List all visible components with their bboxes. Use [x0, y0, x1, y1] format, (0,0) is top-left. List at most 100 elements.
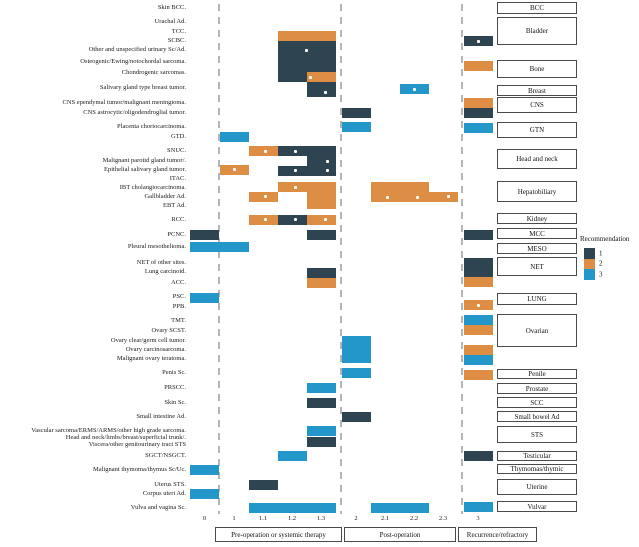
heatmap-cell	[306, 192, 336, 202]
heatmap-cell	[190, 242, 249, 252]
group-box: Bladder	[497, 17, 577, 45]
y-axis-row-label: Vulva and vagina Sc.	[130, 503, 186, 511]
heatmap-cell	[463, 369, 493, 380]
y-axis-row-label: Gallbladder Ad.	[144, 192, 186, 200]
heatmap-cell	[463, 61, 493, 71]
y-axis-row-label: PRSCC.	[164, 383, 186, 391]
y-axis-row-label: Uterus STS.	[154, 480, 186, 488]
significance-dot	[263, 194, 267, 198]
heatmap-cell	[341, 122, 371, 132]
y-axis-row-label: SGCT/NSGCT.	[145, 451, 186, 459]
significance-dot	[415, 195, 419, 199]
y-axis-row-label: Corpus uteri Ad.	[142, 489, 186, 497]
group-box: MESO	[497, 243, 577, 254]
heatmap-cell	[248, 503, 336, 513]
group-box: Uterine	[497, 479, 577, 495]
significance-dot	[325, 159, 329, 163]
x-axis-tick-label: 0	[202, 515, 207, 522]
heatmap-cell	[370, 182, 429, 192]
group-box: CNS	[497, 97, 577, 113]
y-axis-row-label: Ovary carcinosarcoma.	[125, 345, 186, 353]
heatmap-cell	[306, 397, 336, 408]
y-axis-row-label: Other and unspecified urinary Sc/Ad.	[88, 45, 186, 53]
group-box: LUNG	[497, 293, 577, 305]
y-axis-row-label: Malignant ovary teratoma.	[116, 354, 186, 362]
y-axis-row-label: Pleural mesothelioma.	[127, 242, 186, 250]
heatmap-cell	[306, 267, 336, 278]
y-axis-row-label: TMT.	[171, 316, 186, 324]
group-box: Small bowel Ad	[497, 411, 577, 422]
legend-item-label: 3	[599, 270, 603, 278]
y-axis-row-label: GTD.	[171, 132, 186, 140]
x-axis-tick-label: 2.1	[380, 515, 390, 522]
heatmap-cell	[306, 229, 336, 240]
significance-dot	[263, 149, 267, 153]
y-axis-row-label: Placenta choriocarcinoma.	[117, 122, 186, 130]
heatmap-cell	[370, 503, 429, 513]
heatmap-cell	[463, 122, 493, 133]
group-box: SCC	[497, 397, 577, 408]
group-box: Breast	[497, 85, 577, 96]
significance-dot	[293, 168, 297, 172]
x-axis-tick-label: 3	[476, 515, 480, 522]
heatmap-cell	[463, 257, 493, 277]
y-axis-row-label: Malignant thymoma/thymus Sc/Uc.	[93, 465, 186, 473]
y-axis-row-label: CNS astrocytic/oligodendroglial tumor.	[83, 108, 186, 116]
y-axis-row-label: PSC.	[172, 292, 186, 300]
y-axis-row-label: Malignant parotid gland tumor/.	[102, 156, 186, 164]
group-box: Penile	[497, 369, 577, 379]
phase-separator-line	[217, 4, 220, 514]
group-box: Testicular	[497, 451, 577, 461]
heatmap-cell	[463, 344, 493, 355]
y-axis-row-label: SNUC.	[167, 146, 186, 154]
group-box: Prostate	[497, 383, 577, 394]
heatmap-cell	[277, 31, 336, 41]
heatmap-cell	[341, 367, 371, 378]
group-box: Kidney	[497, 213, 577, 224]
significance-dot	[263, 217, 267, 221]
legend-item-label: 2	[599, 259, 603, 268]
heatmap-cell	[277, 165, 307, 176]
phase-box: Recurrence/refractory	[458, 527, 537, 542]
heatmap-cell	[248, 191, 278, 202]
y-axis-row-label: TCC.	[171, 27, 186, 35]
group-box: STS	[497, 426, 577, 443]
heatmap-cell	[306, 436, 336, 447]
heatmap-cell	[306, 82, 336, 97]
significance-dot	[304, 48, 308, 52]
heatmap-cell	[463, 98, 493, 108]
legend-swatch	[584, 258, 595, 269]
group-box: Ovarian	[497, 314, 577, 347]
heatmap-cell	[248, 146, 278, 156]
heatmap-cell	[341, 336, 371, 363]
heatmap-cell	[277, 214, 307, 225]
significance-dot	[476, 39, 480, 43]
heatmap-cell	[277, 182, 336, 192]
group-box: Bone	[497, 60, 577, 78]
heatmap-cell	[463, 502, 493, 512]
significance-dot	[325, 168, 329, 172]
y-axis-row-label: Urachal Ad.	[154, 17, 186, 25]
heatmap-cell	[190, 488, 219, 499]
y-axis-row-label: Ovary clear/germ cell tumor.	[110, 336, 186, 344]
heatmap-cell	[306, 425, 336, 436]
y-axis-row-label: Viscera/other genitourinary tract STS	[88, 440, 186, 448]
heatmap-cell	[463, 276, 493, 287]
phase-box: Pre-operation or systemic therapy	[215, 527, 342, 542]
heatmap-cell	[219, 131, 249, 142]
heatmap-cell	[277, 451, 307, 461]
y-axis-row-label: CNS ependymal tumor/malignant meningioma…	[62, 98, 186, 106]
y-axis-row-label: Penis Sc.	[162, 368, 186, 376]
heatmap-cell	[341, 411, 371, 422]
y-axis-row-label: Vascular sarcoma/ERMS/ARMS/other high gr…	[31, 426, 186, 434]
group-box: NET	[497, 257, 577, 276]
heatmap-cell	[341, 107, 371, 118]
x-axis-tick-label: 2.2	[409, 515, 419, 522]
y-axis-row-label: PCNC.	[167, 230, 186, 238]
y-axis-row-label: Lung carcinoid.	[144, 267, 186, 275]
heatmap-cell	[248, 479, 278, 490]
heatmap-cell	[463, 315, 493, 325]
y-axis-row-label: Epithelial salivary gland tumor.	[104, 165, 186, 173]
x-axis-tick-label: 1.1	[258, 515, 268, 522]
group-box: Thymomas/thymic	[497, 464, 577, 474]
